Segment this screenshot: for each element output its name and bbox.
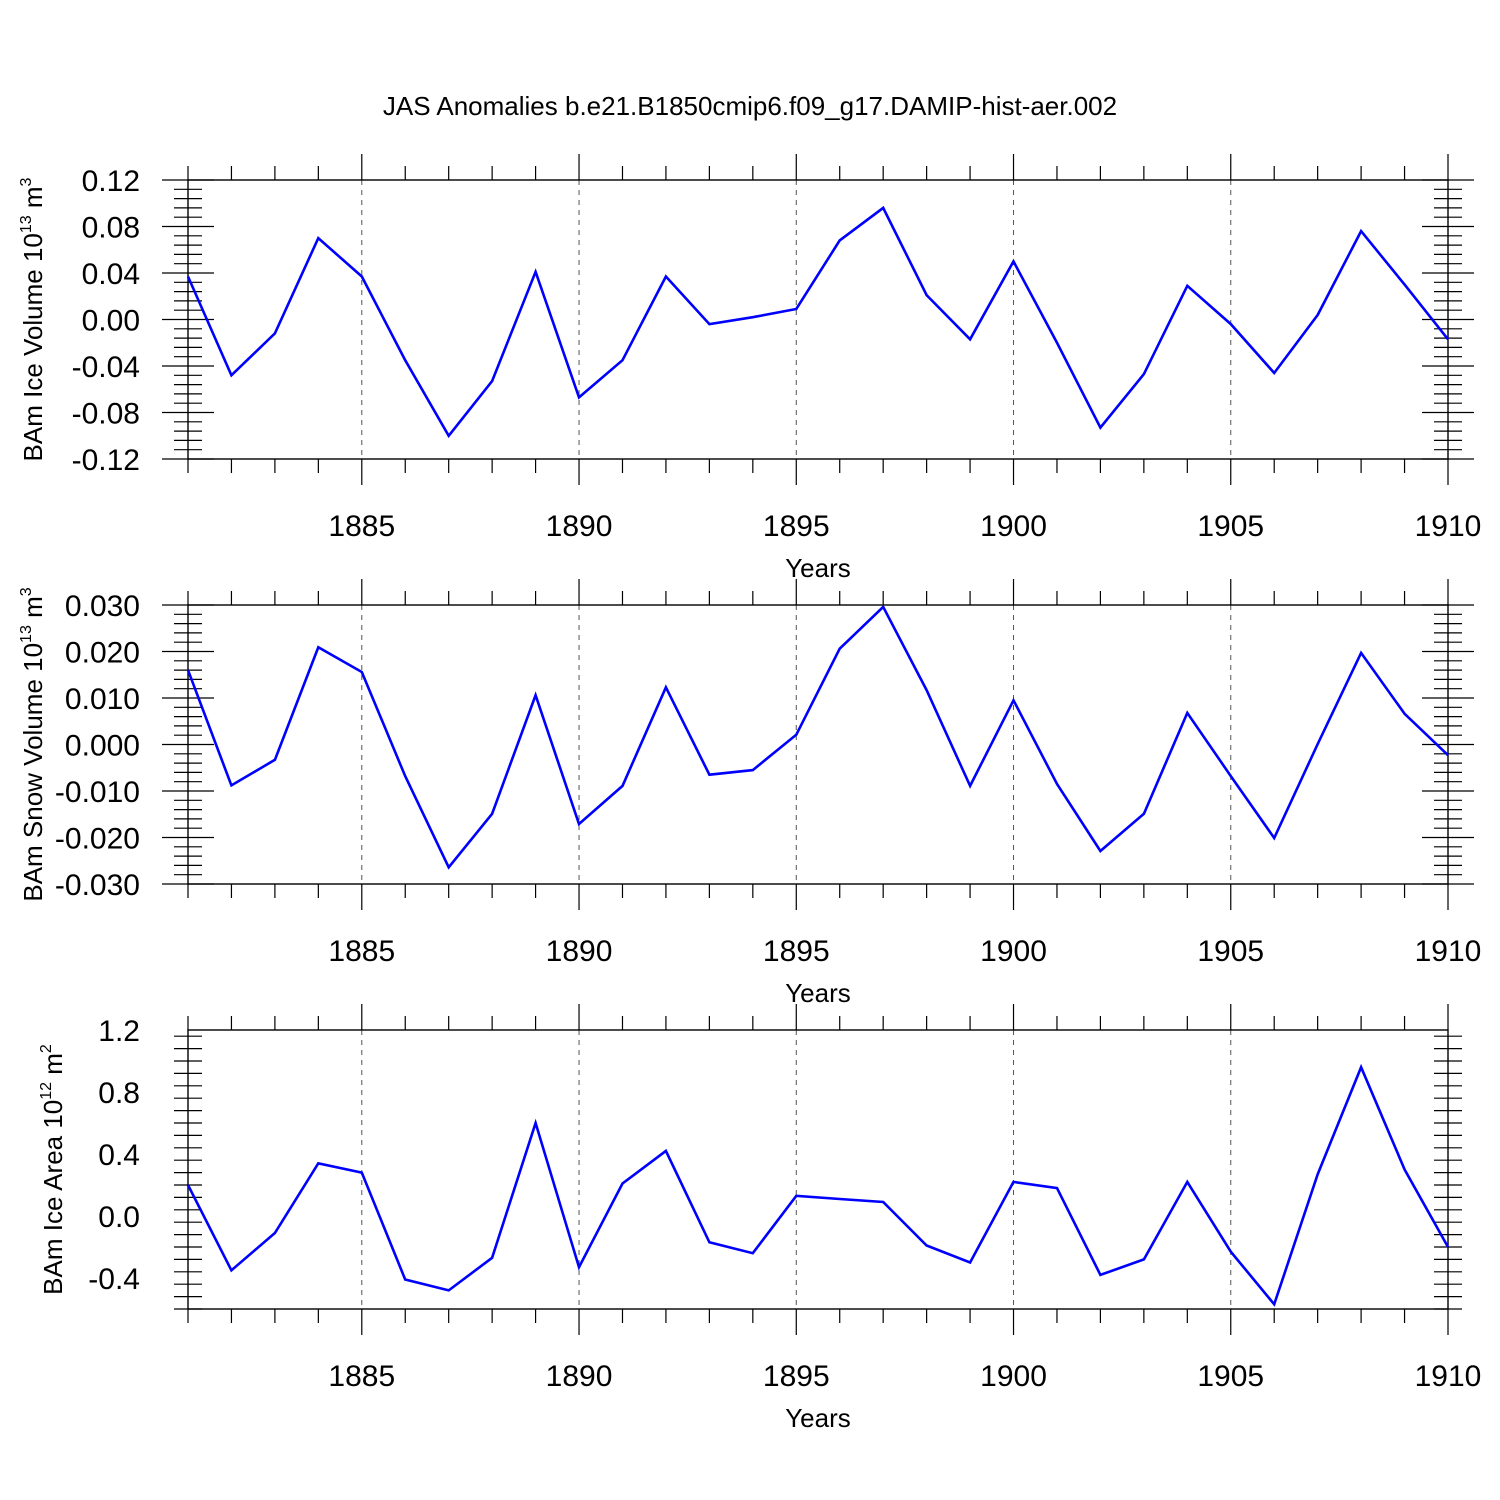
x-tick-label: 1885 (328, 1360, 395, 1393)
x-tick-label: 1905 (1197, 510, 1264, 543)
x-tick-label: 1900 (980, 935, 1047, 968)
y-tick-label: 0.00 (82, 305, 140, 338)
y-tick-label: -0.020 (55, 823, 140, 856)
y-tick-label: 0.12 (82, 165, 140, 198)
y-tick-label: 1.2 (98, 1015, 140, 1048)
x-tick-label: 1890 (546, 935, 613, 968)
panel-2: 1885 1890 1895 1900 1905 1910 -0.030 -0.020 -0.0… (18, 579, 1481, 1008)
y-tick-label: 0.4 (98, 1139, 140, 1172)
series-line (186, 1063, 1450, 1307)
plot-frame (187, 179, 1449, 460)
y-tick-label: -0.010 (55, 776, 140, 809)
plot-frame (187, 1029, 1449, 1310)
x-axis-title: Years (785, 1403, 851, 1433)
x-tick-label: 1890 (546, 510, 613, 543)
y-axis-title: BAm Ice Area 1012 m2 (38, 1044, 68, 1295)
x-tick-label: 1895 (763, 1360, 830, 1393)
x-tick-label: 1905 (1197, 935, 1264, 968)
x-tick-label: 1885 (328, 510, 395, 543)
x-tick-label: 1885 (328, 935, 395, 968)
x-axis-title: Years (785, 553, 851, 583)
x-tick-label: 1910 (1415, 935, 1482, 968)
x-tick-label: 1905 (1197, 1360, 1264, 1393)
figure-title: JAS Anomalies b.e21.B1850cmip6.f09_g17.D… (383, 91, 1117, 121)
x-tick-label: 1895 (763, 935, 830, 968)
x-tick-label: 1900 (980, 510, 1047, 543)
y-tick-label: 0.030 (65, 590, 140, 623)
y-tick-label: -0.08 (72, 398, 140, 431)
y-axis-title: BAm Ice Volume 1013 m3 (18, 177, 48, 461)
y-tick-label: 0.010 (65, 683, 140, 716)
plot-frame (187, 604, 1449, 885)
y-tick-label: -0.12 (72, 444, 140, 477)
y-tick-label: -0.4 (88, 1263, 140, 1296)
panel-3: 1885 1890 1895 1900 1905 1910 -0.4 0.0 0.4 0.8 1.2… (38, 1004, 1481, 1433)
y-axis-title: BAm Snow Volume 1013 m3 (18, 587, 48, 901)
x-axis-title: Years (785, 978, 851, 1008)
x-tick-label: 1895 (763, 510, 830, 543)
panel-1: 1885 1890 1895 1900 1905 1910 -0.12 -0.08 -0.04 0… (18, 154, 1481, 583)
y-tick-label: -0.04 (72, 351, 140, 384)
series-line (186, 205, 1450, 439)
y-tick-label: 0.020 (65, 637, 140, 670)
y-tick-label: 0.08 (82, 212, 140, 245)
series-line (186, 604, 1449, 870)
y-tick-label: 0.8 (98, 1077, 140, 1110)
x-tick-label: 1910 (1415, 1360, 1482, 1393)
y-tick-label: -0.030 (55, 869, 140, 902)
x-tick-label: 1900 (980, 1360, 1047, 1393)
x-tick-label: 1890 (546, 1360, 613, 1393)
y-tick-label: 0.04 (82, 258, 140, 291)
y-tick-label: 0.0 (98, 1201, 140, 1234)
x-tick-label: 1910 (1415, 510, 1482, 543)
y-tick-label: 0.000 (65, 730, 140, 763)
